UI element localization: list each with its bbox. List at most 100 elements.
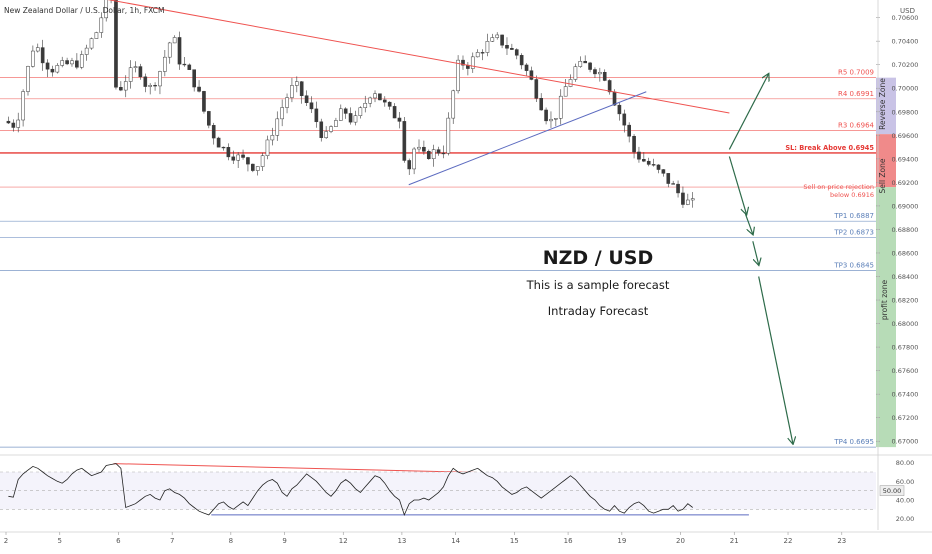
candle-body — [338, 108, 343, 121]
candle-body — [602, 72, 607, 81]
candle-body — [446, 117, 451, 154]
candle-body — [348, 113, 353, 123]
time-tick-label: 16 — [564, 537, 573, 545]
sell-zone-label: Sell Zone — [878, 158, 887, 193]
candle-body — [578, 61, 583, 67]
reverse-zone-label: Reverse Zone — [878, 78, 887, 130]
candle-body — [21, 91, 25, 121]
candle-body — [75, 60, 79, 68]
candle-body — [588, 62, 592, 70]
candle-body — [221, 146, 226, 149]
candle-body — [607, 80, 612, 93]
rsi-tick-label: 20.00 — [896, 515, 915, 523]
candle-body — [373, 93, 377, 99]
candle-body — [407, 160, 412, 170]
candle-body — [539, 97, 544, 111]
candle-body — [70, 60, 74, 65]
candle-body — [202, 91, 206, 112]
candle-body — [231, 156, 236, 161]
candle-body — [671, 183, 675, 185]
price-tick-label: 0.70000 — [892, 85, 919, 93]
candle-body — [324, 131, 328, 138]
level-label-r3: R3 0.6964 — [838, 122, 875, 130]
candle-body — [158, 71, 162, 87]
candle-body — [290, 85, 294, 98]
candle-body — [187, 64, 192, 70]
candle-body — [226, 147, 231, 158]
candle-body — [275, 118, 280, 136]
time-tick-label: 7 — [170, 537, 174, 545]
candle-body — [260, 155, 265, 167]
candle-body — [167, 42, 172, 58]
candle-body — [627, 124, 631, 137]
candle-body — [549, 118, 553, 122]
candle-body — [119, 87, 123, 91]
candle-body — [182, 63, 187, 66]
candle-body — [197, 86, 201, 92]
candle-body — [534, 79, 539, 99]
price-tick-label: 0.67600 — [892, 367, 919, 375]
candle-body — [89, 38, 94, 49]
forecast-arrow-down-to-tp3 — [752, 241, 759, 265]
candle-body — [363, 102, 368, 108]
candle-body — [612, 91, 617, 106]
candle-body — [295, 81, 299, 86]
candle-body — [387, 101, 392, 107]
forecast-type-text: Intraday Forecast — [548, 304, 649, 318]
price-tick-label: 0.68200 — [892, 297, 919, 305]
candle-body — [519, 55, 524, 66]
candle-body — [153, 85, 157, 87]
candle-body — [524, 64, 529, 71]
candle-body — [128, 67, 133, 82]
pair-heading: NZD / USD — [543, 247, 654, 269]
time-tick-label: 12 — [339, 537, 348, 545]
candle-body — [211, 125, 216, 139]
time-tick-label: 2 — [4, 537, 8, 545]
candle-body — [554, 118, 558, 120]
candle-body — [246, 157, 250, 165]
price-tick-label: 0.68800 — [892, 226, 919, 234]
candle-body — [632, 136, 636, 153]
time-tick-label: 21 — [730, 537, 739, 545]
candle-body — [334, 120, 338, 127]
candle-body — [622, 113, 627, 126]
candle-body — [299, 81, 304, 96]
time-tick-label: 20 — [676, 537, 685, 545]
candle-body — [177, 37, 182, 65]
candle-body — [55, 65, 60, 73]
candle-body — [280, 107, 284, 120]
forecast-arrow-reverse-up — [728, 74, 768, 150]
candle-body — [422, 146, 426, 152]
candle-body — [646, 160, 651, 165]
price-tick-label: 0.70600 — [892, 14, 919, 22]
candle-body — [637, 151, 641, 160]
candle-body — [529, 70, 534, 80]
candle-body — [133, 66, 138, 69]
candle-body — [490, 37, 495, 42]
candle-body — [31, 50, 35, 67]
price-tick-label: 0.69600 — [892, 132, 919, 140]
candle-body — [163, 56, 167, 72]
candle-body — [417, 146, 421, 150]
time-tick-label: 15 — [510, 537, 519, 545]
time-tick-label: 19 — [617, 537, 626, 545]
candle-body — [343, 108, 348, 114]
level-label-tp4: TP4 0.6695 — [833, 438, 874, 446]
candle-body — [470, 56, 475, 69]
candle-body — [50, 68, 55, 73]
candle-body — [402, 121, 407, 161]
candle-body — [79, 54, 84, 68]
candle-body — [104, 0, 109, 19]
price-tick-label: 0.67200 — [892, 414, 919, 422]
candle-body — [661, 169, 666, 174]
level-label-sl: SL: Break Above 0.6945 — [785, 144, 874, 152]
candle-body — [6, 120, 11, 124]
candle-body — [148, 85, 152, 87]
candle-body — [45, 62, 50, 70]
candle-body — [461, 59, 465, 66]
level-label-tp2: TP2 0.6873 — [833, 229, 874, 237]
price-tick-label: 0.69800 — [892, 108, 919, 116]
candle-body — [319, 121, 324, 138]
